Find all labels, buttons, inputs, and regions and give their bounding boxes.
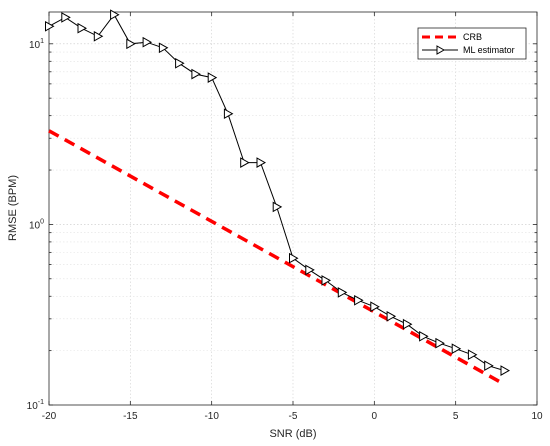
x-tick-label: 10 bbox=[531, 411, 543, 422]
data-point bbox=[467, 349, 478, 361]
x-tick-label: 0 bbox=[372, 411, 378, 422]
data-point bbox=[337, 287, 348, 298]
y-axis-label: RMSE (BPM) bbox=[7, 175, 19, 241]
series-ml-estimator bbox=[45, 9, 511, 376]
data-point bbox=[419, 330, 429, 342]
data-point bbox=[110, 9, 120, 21]
legend-marker-ml-estimator bbox=[436, 45, 446, 55]
data-point bbox=[223, 108, 234, 120]
data-point bbox=[45, 20, 55, 32]
x-tick-label: -15 bbox=[123, 411, 138, 422]
data-point bbox=[500, 365, 511, 376]
data-point bbox=[321, 275, 332, 286]
data-point bbox=[191, 68, 201, 80]
y-tick-label: 100 bbox=[29, 218, 44, 231]
data-point bbox=[158, 42, 169, 54]
y-tick-label: 101 bbox=[29, 38, 44, 51]
x-tick-label: -10 bbox=[204, 411, 219, 422]
series-layer bbox=[45, 9, 511, 386]
data-point bbox=[484, 360, 494, 372]
data-point bbox=[451, 343, 462, 355]
data-point bbox=[93, 30, 104, 42]
data-point bbox=[240, 157, 250, 168]
x-tick-label: 5 bbox=[453, 411, 459, 422]
tick-labels: -20 -15 -10 -5 0 5 10 10-1 100 101 bbox=[27, 38, 543, 422]
data-point bbox=[386, 310, 397, 322]
series-crb bbox=[48, 129, 506, 386]
data-point bbox=[305, 264, 315, 276]
x-axis-label: SNR (dB) bbox=[269, 428, 316, 440]
data-point bbox=[77, 22, 88, 34]
data-point bbox=[256, 157, 267, 168]
y-tick-label: 10-1 bbox=[27, 399, 44, 412]
data-point bbox=[207, 72, 218, 83]
legend-box bbox=[417, 27, 527, 60]
legend-label-crb: CRB bbox=[463, 32, 482, 42]
data-point bbox=[126, 38, 136, 50]
data-point bbox=[272, 201, 283, 213]
legend: CRB ML estimator bbox=[417, 27, 527, 60]
data-point bbox=[370, 301, 380, 313]
x-tick-label: -5 bbox=[289, 411, 298, 422]
data-point bbox=[142, 36, 153, 48]
data-point bbox=[289, 252, 299, 264]
data-point bbox=[61, 12, 71, 23]
data-point bbox=[402, 318, 413, 330]
legend-label-ml-estimator: ML estimator bbox=[463, 45, 515, 55]
series-line-crb bbox=[48, 129, 506, 386]
data-point bbox=[435, 337, 445, 349]
data-point bbox=[175, 57, 185, 69]
x-tick-label: -20 bbox=[42, 411, 57, 422]
axis-ticks bbox=[48, 12, 538, 406]
data-point bbox=[354, 294, 364, 306]
